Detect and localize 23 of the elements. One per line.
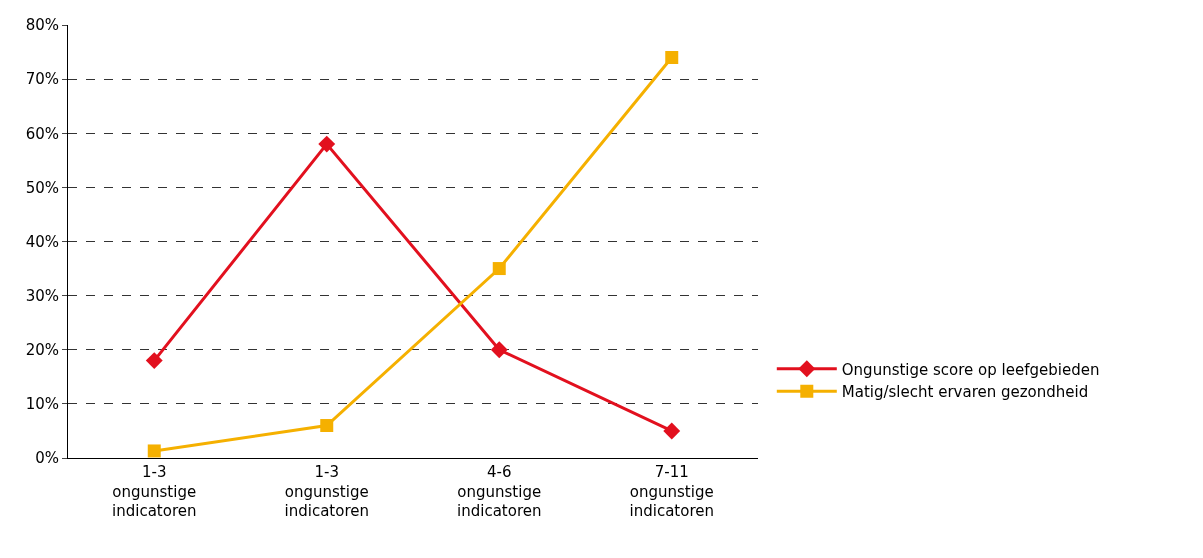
x-tick-label: 1-3 ongunstige indicatoren	[284, 463, 369, 520]
point	[147, 444, 161, 458]
y-tick-label: 0%	[35, 449, 59, 468]
point	[663, 422, 681, 440]
y-tick-label: 20%	[25, 341, 59, 359]
x-tick-label: 7-11 ongunstige indicatoren	[629, 463, 714, 520]
legend-label: Ongunstige score op leefgebieden	[841, 360, 1100, 379]
y-tick-label: 30%	[25, 286, 59, 305]
x-tick-label: 4-6 ongunstige indicatoren	[457, 463, 542, 520]
y-tick-label: 50%	[25, 178, 59, 197]
point	[665, 50, 679, 64]
point	[145, 352, 163, 370]
point	[318, 135, 336, 153]
y-tick-label: 70%	[25, 70, 59, 89]
y-tick-label: 60%	[25, 124, 59, 143]
y-tick-label: 40%	[25, 232, 59, 251]
legend-label: Matig/slecht ervaren gezondheid	[841, 383, 1089, 402]
y-tick-label: 80%	[25, 16, 59, 35]
point	[492, 262, 506, 276]
y-tick-label: 10%	[25, 395, 59, 414]
x-tick-label: 1-3 ongunstige indicatoren	[112, 463, 197, 520]
point	[320, 419, 334, 433]
point	[490, 341, 508, 359]
